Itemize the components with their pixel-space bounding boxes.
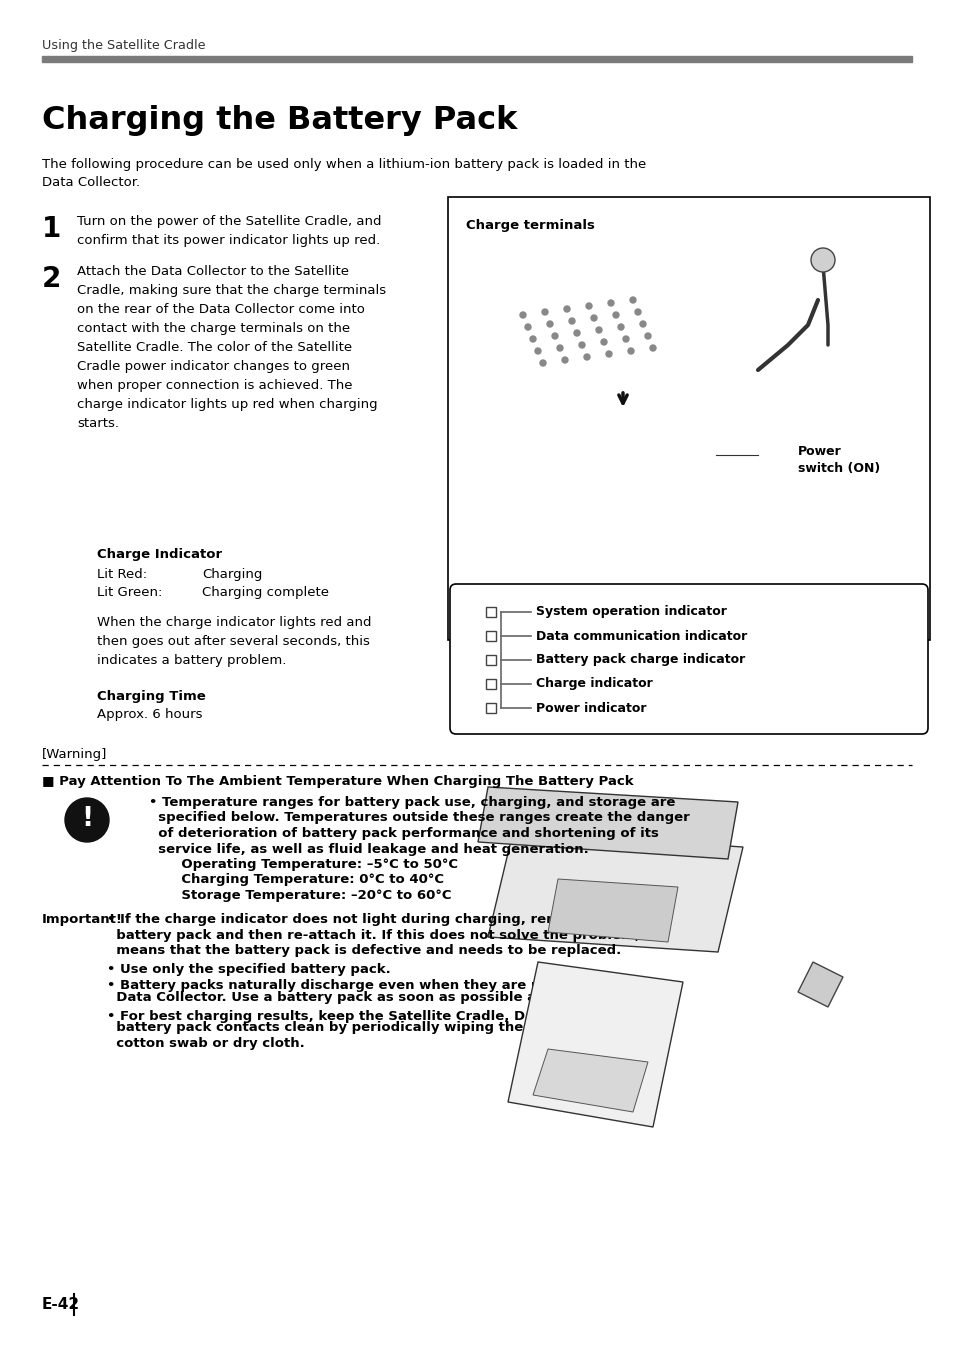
Circle shape xyxy=(627,347,634,354)
Circle shape xyxy=(607,300,614,306)
Bar xyxy=(485,654,496,665)
Text: The following procedure can be used only when a lithium-ion battery pack is load: The following procedure can be used only… xyxy=(42,158,645,170)
Circle shape xyxy=(552,333,558,339)
Circle shape xyxy=(635,310,640,315)
Text: Charge indicator: Charge indicator xyxy=(536,677,652,691)
Text: Battery pack charge indicator: Battery pack charge indicator xyxy=(536,653,744,667)
Text: Lit Red:: Lit Red: xyxy=(97,568,147,581)
Circle shape xyxy=(535,347,540,354)
Text: System operation indicator: System operation indicator xyxy=(536,606,726,618)
Circle shape xyxy=(578,342,584,347)
Text: service life, as well as fluid leakage and heat generation.: service life, as well as fluid leakage a… xyxy=(149,842,588,856)
Text: • Temperature ranges for battery pack use, charging, and storage are: • Temperature ranges for battery pack us… xyxy=(149,796,675,808)
Text: Using the Satellite Cradle: Using the Satellite Cradle xyxy=(42,38,205,51)
Text: Turn on the power of the Satellite Cradle, and
confirm that its power indicator : Turn on the power of the Satellite Cradl… xyxy=(77,215,381,247)
Circle shape xyxy=(65,798,109,842)
Circle shape xyxy=(618,324,623,330)
Polygon shape xyxy=(797,963,842,1007)
Text: Charging Time: Charging Time xyxy=(97,690,206,703)
Text: Charging complete: Charging complete xyxy=(202,585,329,599)
Text: Power
switch (ON): Power switch (ON) xyxy=(797,445,880,475)
Text: 2: 2 xyxy=(42,265,61,293)
Circle shape xyxy=(563,306,569,312)
Text: Storage Temperature: –20°C to 60°C: Storage Temperature: –20°C to 60°C xyxy=(149,890,451,902)
Bar xyxy=(42,55,911,62)
Circle shape xyxy=(541,310,547,315)
Text: Data Collector. Use a battery pack as soon as possible after charging it.: Data Collector. Use a battery pack as so… xyxy=(107,991,655,1003)
Circle shape xyxy=(644,333,650,339)
Text: Important!: Important! xyxy=(42,913,123,926)
Circle shape xyxy=(639,320,645,327)
Text: battery pack contacts clean by periodically wiping them off with a: battery pack contacts clean by periodica… xyxy=(107,1022,613,1034)
Text: ■ Pay Attention To The Ambient Temperature When Charging The Battery Pack: ■ Pay Attention To The Ambient Temperatu… xyxy=(42,775,633,788)
Circle shape xyxy=(810,247,834,272)
Text: Attach the Data Collector to the Satellite
Cradle, making sure that the charge t: Attach the Data Collector to the Satelli… xyxy=(77,265,386,430)
Text: 1: 1 xyxy=(42,215,61,243)
Circle shape xyxy=(539,360,545,366)
FancyBboxPatch shape xyxy=(448,197,929,639)
Text: Charging: Charging xyxy=(202,568,262,581)
Text: Data communication indicator: Data communication indicator xyxy=(536,630,746,642)
Circle shape xyxy=(590,315,597,320)
Text: !: ! xyxy=(81,806,93,831)
Circle shape xyxy=(605,352,612,357)
Text: Operating Temperature: –5°C to 50°C: Operating Temperature: –5°C to 50°C xyxy=(149,859,457,871)
Text: [Warning]: [Warning] xyxy=(42,748,108,761)
Text: Power indicator: Power indicator xyxy=(536,702,646,714)
Circle shape xyxy=(568,318,575,324)
Polygon shape xyxy=(477,787,738,859)
Circle shape xyxy=(585,303,592,310)
Polygon shape xyxy=(507,963,682,1128)
Text: • If the charge indicator does not light during charging, remove the: • If the charge indicator does not light… xyxy=(107,913,616,926)
FancyBboxPatch shape xyxy=(450,584,927,734)
Text: Data Collector.: Data Collector. xyxy=(42,176,140,189)
Text: Lit Green:: Lit Green: xyxy=(97,585,162,599)
Circle shape xyxy=(574,330,579,337)
Text: Charge terminals: Charge terminals xyxy=(465,219,595,233)
Text: When the charge indicator lights red and
then goes out after several seconds, th: When the charge indicator lights red and… xyxy=(97,617,371,667)
Circle shape xyxy=(524,324,531,330)
Text: cotton swab or dry cloth.: cotton swab or dry cloth. xyxy=(107,1037,304,1051)
Text: Charging Temperature: 0°C to 40°C: Charging Temperature: 0°C to 40°C xyxy=(149,873,443,887)
Circle shape xyxy=(600,339,606,345)
Bar xyxy=(485,679,496,690)
Circle shape xyxy=(649,345,656,352)
Text: • Use only the specified battery pack.: • Use only the specified battery pack. xyxy=(107,964,391,976)
Text: Charging the Battery Pack: Charging the Battery Pack xyxy=(42,105,517,137)
Polygon shape xyxy=(547,879,678,942)
Text: Approx. 6 hours: Approx. 6 hours xyxy=(97,708,202,721)
Text: specified below. Temperatures outside these ranges create the danger: specified below. Temperatures outside th… xyxy=(149,811,689,825)
Bar xyxy=(485,631,496,641)
Text: E-42: E-42 xyxy=(42,1297,80,1311)
Circle shape xyxy=(583,354,589,360)
Text: • For best charging results, keep the Satellite Cradle, Data Collector and: • For best charging results, keep the Sa… xyxy=(107,1010,653,1023)
Text: • Battery packs naturally discharge even when they are not loaded in the: • Battery packs naturally discharge even… xyxy=(107,979,659,992)
Polygon shape xyxy=(488,831,742,952)
Text: of deterioration of battery pack performance and shortening of its: of deterioration of battery pack perform… xyxy=(149,827,659,840)
Bar xyxy=(485,607,496,617)
Text: battery pack and then re-attach it. If this does not solve the problem, it: battery pack and then re-attach it. If t… xyxy=(107,929,655,941)
Circle shape xyxy=(596,327,601,333)
Circle shape xyxy=(546,320,553,327)
Text: means that the battery pack is defective and needs to be replaced.: means that the battery pack is defective… xyxy=(107,944,620,957)
Bar xyxy=(485,703,496,713)
Circle shape xyxy=(629,297,636,303)
Circle shape xyxy=(557,345,562,352)
Circle shape xyxy=(561,357,567,362)
Circle shape xyxy=(622,337,628,342)
Circle shape xyxy=(613,312,618,318)
Circle shape xyxy=(519,312,525,318)
Text: Charge Indicator: Charge Indicator xyxy=(97,548,222,561)
Circle shape xyxy=(530,337,536,342)
Polygon shape xyxy=(533,1049,647,1111)
